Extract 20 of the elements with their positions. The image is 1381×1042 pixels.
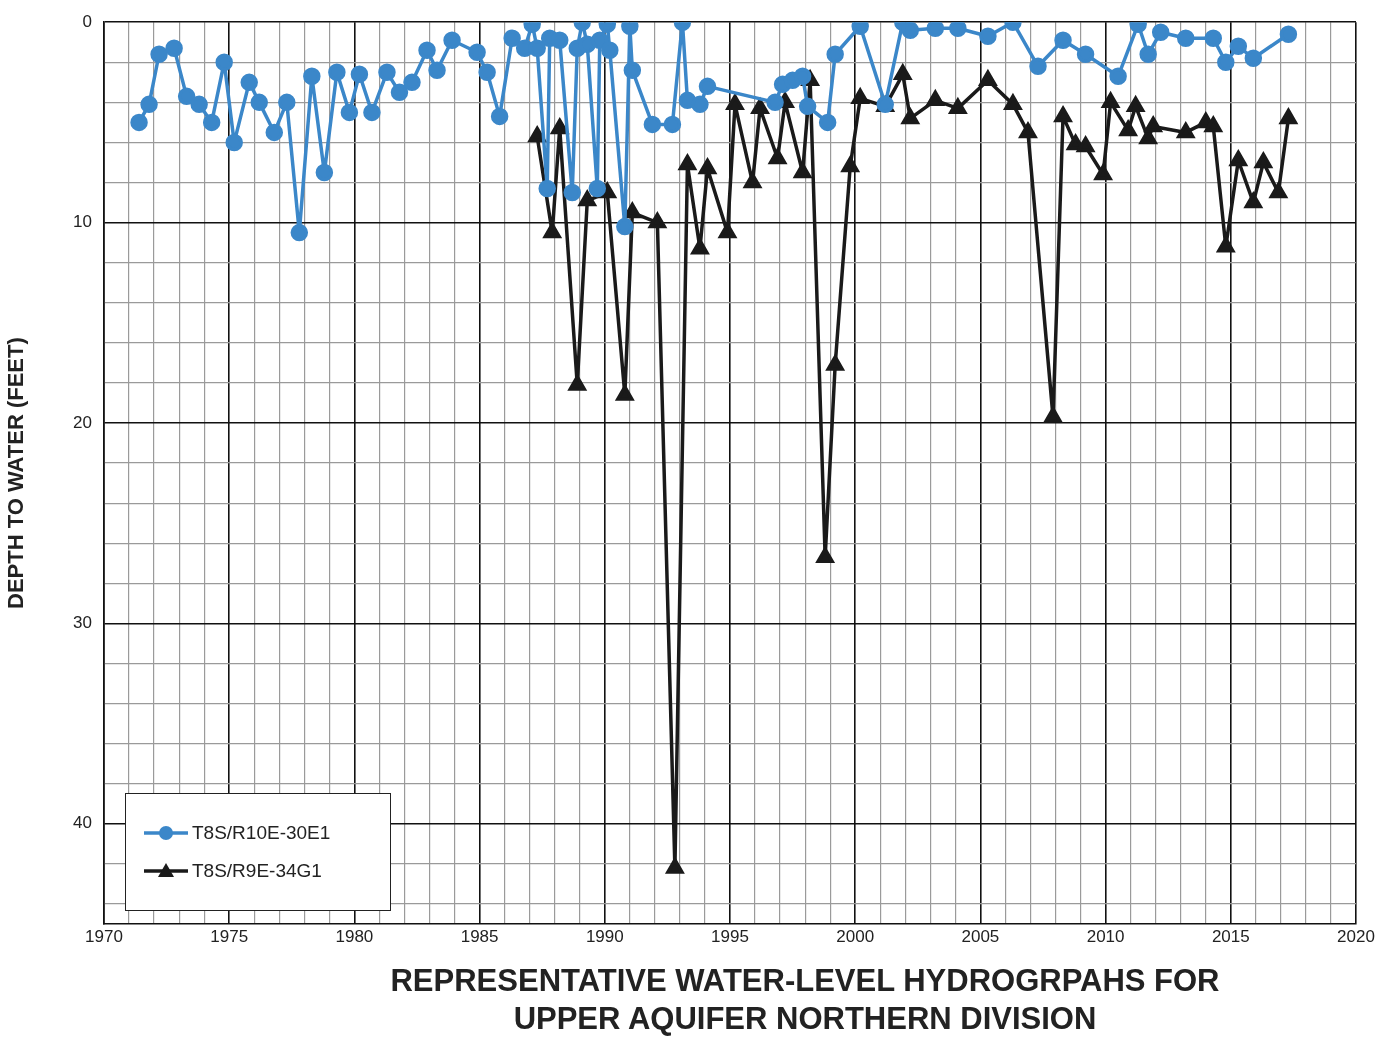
legend-label: T8S/R9E-34G1 bbox=[192, 860, 322, 882]
x-tick-label: 2015 bbox=[1211, 926, 1250, 946]
x-tick-label: 1975 bbox=[210, 926, 249, 946]
y-axis-title: DEPTH TO WATER (FEET) bbox=[3, 337, 29, 609]
x-tick-label: 2005 bbox=[961, 926, 1000, 946]
text: REPRESENTATIVE WATER-LEVEL HYDROGRPAHS FOR UPPER AQUIFER NORTHERN DIVISION bbox=[390, 962, 1220, 1038]
x-tick-label: 1995 bbox=[711, 926, 749, 946]
y-tick-label: 30 bbox=[73, 613, 92, 633]
x-tick-label: 1970 bbox=[85, 926, 123, 946]
x-tick-label: 1980 bbox=[335, 926, 374, 946]
y-tick-label: 0 bbox=[82, 11, 92, 31]
x-tick-label: 2020 bbox=[1337, 926, 1375, 946]
y-tick-label: 40 bbox=[73, 813, 92, 833]
x-tick-label: 2010 bbox=[1086, 926, 1125, 946]
y-tick-label: 20 bbox=[73, 412, 92, 432]
x-tick-label: 2000 bbox=[836, 926, 875, 946]
x-tick-label: 1990 bbox=[585, 926, 624, 946]
legend-label: T8S/R10E-30E1 bbox=[192, 822, 331, 844]
y-tick-label: 10 bbox=[73, 212, 92, 232]
x-tick-label: 1985 bbox=[460, 926, 499, 946]
